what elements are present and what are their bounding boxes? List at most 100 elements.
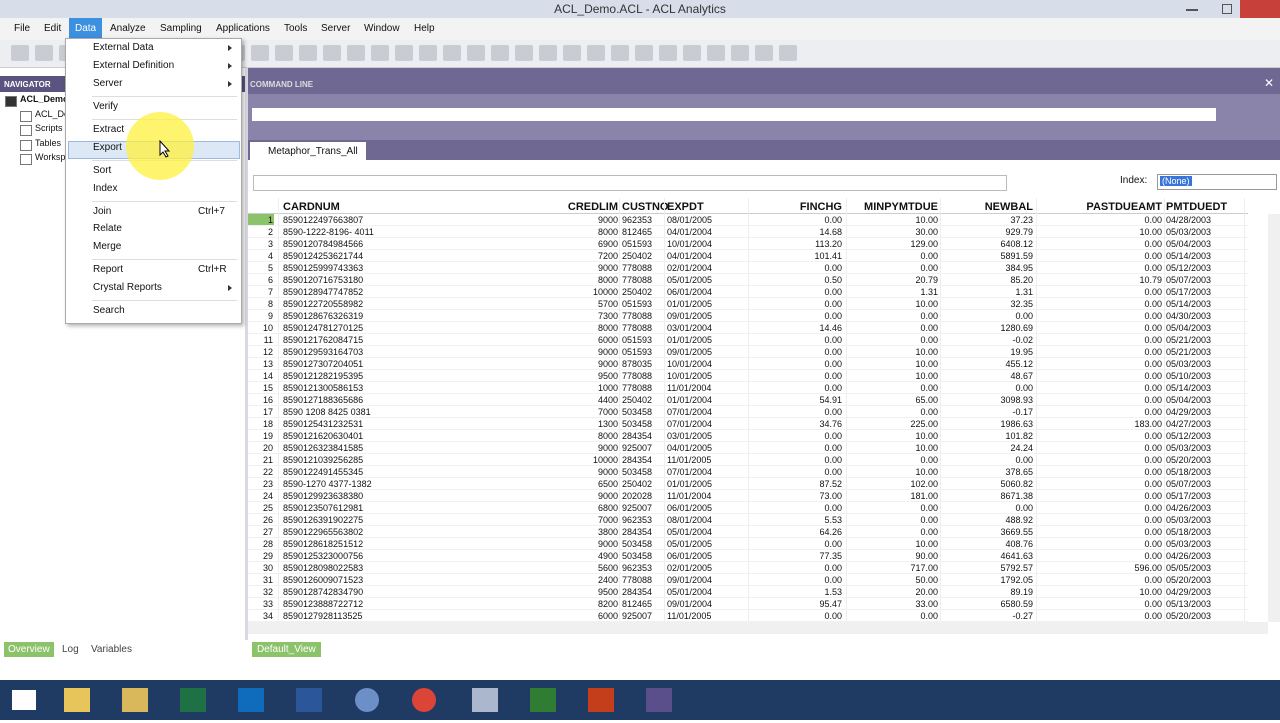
bottom-tab[interactable]: Variables (91, 644, 132, 655)
menu-item[interactable]: Extract (93, 124, 125, 135)
table-cell: 284354 (622, 527, 653, 537)
menu-item[interactable]: Server (321, 23, 351, 34)
close-icon[interactable]: ✕ (1264, 76, 1275, 90)
row-divider (248, 381, 1248, 382)
menu-item[interactable]: Relate (93, 223, 122, 234)
table-cell: 0.00 (1144, 551, 1162, 561)
table-cell: 9500 (597, 587, 618, 597)
row-number: 18 (262, 419, 273, 429)
table-cell: 0.00 (824, 503, 842, 513)
table-cell: 9000 (597, 347, 618, 357)
filter-input[interactable] (253, 175, 1007, 191)
row-number: 17 (262, 407, 273, 417)
table-cell: 34.76 (819, 419, 842, 429)
menu-item[interactable]: External Definition (93, 60, 175, 71)
maximize-button[interactable] (1222, 4, 1232, 14)
menu-item[interactable]: Tools (284, 23, 308, 34)
menu-item[interactable]: Window (364, 23, 400, 34)
table-cell: 0.00 (1144, 491, 1162, 501)
row-number: 8 (267, 299, 273, 309)
table-cell: 05/20/2003 (1166, 575, 1212, 585)
menu-item[interactable]: Join (93, 206, 112, 217)
menu-item[interactable]: Verify (93, 101, 119, 112)
menu-item[interactable]: Applications (216, 23, 270, 34)
bottom-tab[interactable]: Log (62, 644, 79, 655)
tree-item[interactable]: Worksp (35, 152, 66, 162)
menu-item[interactable]: Data (69, 18, 103, 40)
menu-item[interactable]: External Data (93, 42, 154, 53)
menu-item[interactable]: Edit (44, 23, 62, 34)
menu-item[interactable]: Help (414, 23, 435, 34)
table-cell: 8590122491455345 (283, 467, 364, 477)
menu-item[interactable]: Search (93, 305, 125, 316)
table-cell: 9000 (597, 491, 618, 501)
table-cell: 1792.05 (1000, 575, 1033, 585)
command-input[interactable] (252, 108, 1216, 121)
index-select[interactable]: (None) (1157, 174, 1277, 190)
table-cell: 0.00 (824, 407, 842, 417)
row-number: 5 (267, 263, 273, 273)
menu-item[interactable]: Analyze (110, 23, 146, 34)
table-cell: 0.00 (1144, 575, 1162, 585)
table-cell: 925007 (622, 611, 653, 621)
table-cell: 04/01/2004 (667, 251, 713, 261)
row-divider (248, 537, 1248, 538)
table-cell: 89.19 (1010, 587, 1033, 597)
table-cell: 08/01/2004 (667, 515, 713, 525)
table-cell: 0.00 (1144, 383, 1162, 393)
table-cell: 0.00 (1144, 599, 1162, 609)
bottom-tab[interactable]: Overview (4, 642, 54, 657)
table-cell: 0.00 (824, 539, 842, 549)
horizontal-scrollbar[interactable] (248, 622, 1268, 634)
menu-item[interactable]: File (14, 23, 31, 34)
row-number: 1 (267, 215, 273, 225)
table-cell: 0.00 (1144, 287, 1162, 297)
tree-item[interactable]: Tables (35, 137, 62, 148)
table-cell: 250402 (622, 251, 653, 261)
tree-item[interactable]: ACL_Demo (20, 94, 69, 104)
table-cell: 8000 (597, 275, 618, 285)
default-view-tab[interactable]: Default_View (252, 642, 321, 657)
table-cell: 05/10/2003 (1166, 371, 1212, 381)
menu-item[interactable]: Report (93, 264, 124, 275)
close-button[interactable] (1240, 0, 1280, 18)
vertical-scrollbar[interactable] (1268, 214, 1280, 622)
menu-item[interactable]: Sampling (160, 23, 202, 34)
menu-item[interactable]: Index (93, 183, 118, 194)
row-divider (248, 321, 1248, 322)
row-divider (248, 609, 1248, 610)
table-cell: 0.00 (1144, 407, 1162, 417)
tree-item[interactable]: ACL_De (35, 108, 70, 119)
row-number: 6 (267, 275, 273, 285)
table-cell: 07/01/2004 (667, 419, 713, 429)
menu-item[interactable]: Crystal Reports (93, 282, 162, 293)
table-cell: 0.00 (920, 383, 938, 393)
menu-item[interactable]: Sort (93, 165, 112, 176)
table-cell: 0.00 (824, 215, 842, 225)
table-cell: 10.00 (1139, 587, 1162, 597)
tree-item[interactable]: Scripts (35, 123, 63, 133)
row-number: 12 (262, 347, 273, 357)
table-cell: 05/14/2003 (1166, 251, 1212, 261)
table-cell: 0.00 (1144, 395, 1162, 405)
table-cell: 284354 (622, 587, 653, 597)
table-cell: 455.12 (1005, 359, 1033, 369)
minimize-button[interactable] (1186, 9, 1198, 11)
menu-item[interactable]: Export (93, 142, 122, 153)
menu-shortcut: Ctrl+R (198, 264, 227, 275)
table-cell: 0.00 (1144, 515, 1162, 525)
table-cell: 11/01/2004 (667, 383, 712, 393)
row-number: 25 (262, 503, 273, 513)
row-divider (248, 285, 1248, 286)
column-header: CREDLIM (567, 201, 618, 213)
table-cell: 48.67 (1010, 371, 1033, 381)
view-tab[interactable]: Metaphor_Trans_All (250, 142, 366, 160)
menu-item[interactable]: Merge (93, 241, 122, 252)
table-cell: 878035 (622, 359, 653, 369)
row-divider (248, 393, 1248, 394)
table-cell: 929.79 (1005, 227, 1033, 237)
row-divider (248, 585, 1248, 586)
row-divider (248, 477, 1248, 478)
table-cell: 04/28/2003 (1166, 215, 1212, 225)
menu-item[interactable]: Server (93, 78, 123, 89)
